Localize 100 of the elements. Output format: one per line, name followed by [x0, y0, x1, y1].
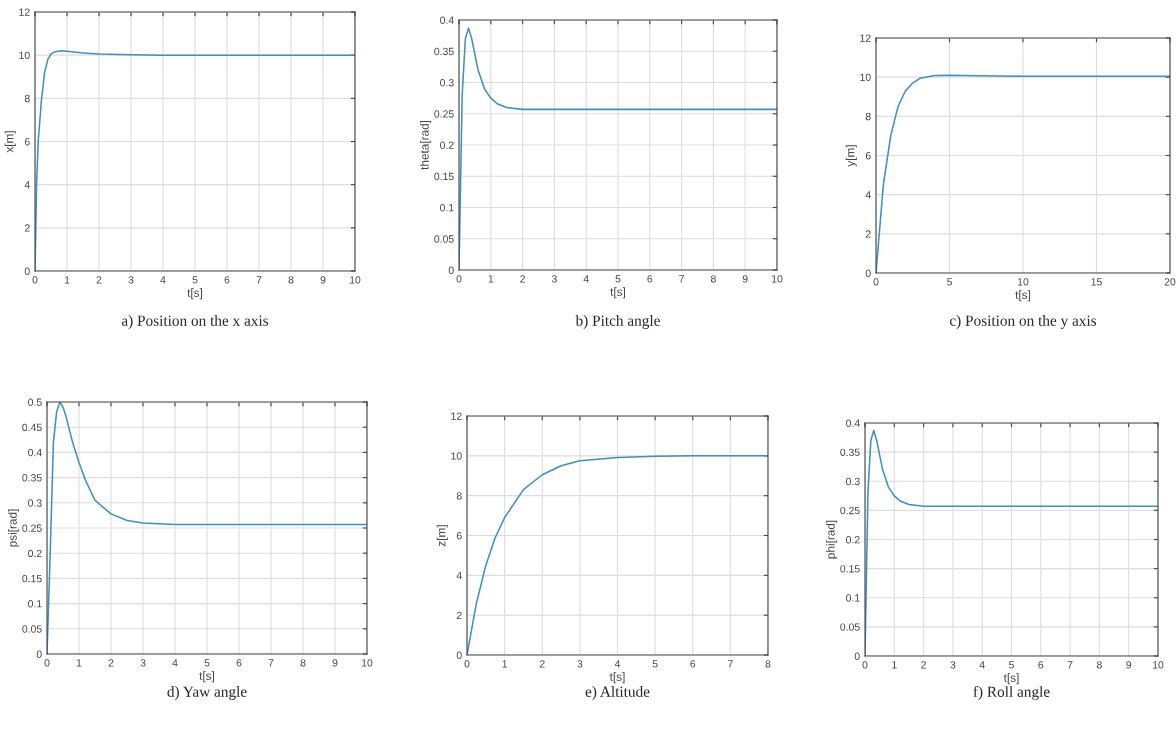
- y-tick-label: 10: [19, 51, 30, 60]
- y-tick-label: 0.1: [28, 600, 42, 608]
- y-tick-label: 0: [448, 266, 454, 274]
- y-tick-label: 2: [456, 611, 462, 619]
- x-tick-label: 6: [647, 275, 653, 283]
- y-tick-label: 6: [24, 138, 30, 146]
- x-tick-label: 1: [502, 660, 508, 668]
- x-axis-title: t[s]: [187, 288, 203, 300]
- x-axis-title: t[s]: [610, 287, 626, 299]
- x-tick-label: 0: [44, 659, 50, 667]
- x-tick-label: 8: [1096, 661, 1102, 669]
- x-tick-label: 15: [1091, 278, 1102, 286]
- y-axis-title: psi[rad]: [8, 509, 20, 547]
- text: c) Position on the y axis: [949, 315, 1097, 329]
- y-tick-label: 0.35: [840, 448, 860, 456]
- x-tick-label: 7: [728, 660, 733, 668]
- y-tick-label: 0: [865, 269, 871, 277]
- x-tick-label: 7: [1067, 661, 1073, 669]
- x-tick-label: 2: [520, 275, 525, 283]
- x-tick-label: 3: [577, 660, 583, 668]
- y-tick-label: 0.05: [840, 623, 860, 631]
- x-tick-label: 4: [583, 275, 589, 283]
- x-tick-label: 7: [256, 276, 262, 284]
- y-tick-label: 12: [19, 8, 30, 16]
- x-tick-label: 20: [1164, 278, 1176, 286]
- y-tick-label: 0: [24, 267, 30, 275]
- x-axis-title: t[s]: [1015, 290, 1031, 302]
- x-tick-label: 1: [76, 659, 82, 667]
- y-tick-label: 0.15: [22, 574, 42, 583]
- x-tick-label: 1: [892, 661, 897, 669]
- x-axis-title: t[s]: [1003, 673, 1019, 685]
- x-tick-label: 5: [652, 660, 658, 668]
- x-tick-label: 6: [236, 659, 242, 667]
- x-tick-label: 4: [979, 661, 985, 669]
- y-tick-label: 0.2: [28, 549, 42, 558]
- x-tick-label: 4: [614, 660, 621, 668]
- y-tick-label: 8: [456, 492, 462, 500]
- y-tick-label: 8: [865, 112, 871, 121]
- y-tick-label: 0.15: [840, 565, 860, 573]
- y-axis-title: x[m]: [4, 131, 16, 153]
- text: b) Pitch angle: [575, 315, 660, 329]
- x-tick-label: 5: [1009, 661, 1014, 669]
- y-tick-label: 0.2: [440, 141, 454, 149]
- text: f) Roll angle: [973, 685, 1050, 701]
- x-tick-label: 5: [204, 659, 210, 667]
- y-tick-label: 4: [24, 181, 30, 189]
- x-tick-label: 5: [947, 278, 952, 286]
- y-tick-label: 0.1: [846, 594, 860, 602]
- y-tick-label: 0.45: [22, 423, 42, 432]
- x-tick-label: 2: [108, 659, 114, 667]
- text: a) Position on the x axis: [121, 315, 269, 329]
- x-tick-label: 8: [300, 659, 306, 667]
- text: d) Yaw angle: [167, 686, 247, 700]
- y-tick-label: 0.5: [28, 398, 42, 406]
- y-tick-label: 2: [865, 230, 871, 238]
- x-tick-label: 10: [350, 276, 361, 284]
- y-tick-label: 6: [456, 532, 462, 540]
- x-tick-label: 7: [679, 275, 684, 283]
- y-axis-title: z[m]: [436, 525, 448, 547]
- y-axis-title: theta[rad]: [420, 120, 432, 170]
- y-tick-label: 0.2: [846, 536, 860, 544]
- x-tick-label: 1: [488, 275, 494, 283]
- x-tick-label: 5: [615, 275, 621, 283]
- text: e) Altitude: [585, 686, 650, 700]
- y-tick-label: 12: [451, 412, 462, 420]
- y-tick-label: 0.25: [434, 110, 454, 118]
- x-tick-label: 4: [160, 276, 166, 284]
- y-tick-label: 6: [865, 152, 871, 160]
- y-tick-label: 0: [456, 651, 462, 659]
- y-tick-label: 12: [860, 34, 871, 42]
- x-axis-title: t[s]: [199, 671, 215, 683]
- x-tick-label: 9: [332, 659, 338, 667]
- x-tick-label: 5: [192, 276, 198, 284]
- x-tick-label: 10: [772, 275, 783, 283]
- x-tick-label: 10: [1153, 661, 1164, 669]
- x-tick-label: 2: [96, 276, 102, 284]
- x-tick-label: 10: [362, 659, 373, 667]
- x-tick-label: 4: [172, 659, 178, 667]
- y-tick-label: 0.15: [434, 172, 454, 181]
- y-tick-label: 0.25: [22, 524, 42, 532]
- y-tick-label: 4: [456, 571, 462, 580]
- y-axis-title: y[m]: [845, 145, 857, 167]
- y-tick-label: 0: [36, 650, 42, 658]
- x-tick-label: 9: [1126, 661, 1132, 669]
- x-tick-label: 10: [1018, 278, 1029, 286]
- x-tick-label: 3: [128, 276, 134, 284]
- y-tick-label: 0.3: [28, 499, 42, 507]
- x-tick-label: 8: [710, 275, 716, 283]
- x-tick-label: 8: [765, 660, 771, 668]
- x-tick-label: 6: [224, 276, 230, 284]
- x-tick-label: 0: [873, 278, 879, 286]
- x-tick-label: 3: [950, 661, 956, 669]
- y-tick-label: 0.1: [440, 204, 454, 212]
- y-tick-label: 10: [860, 73, 871, 82]
- y-tick-label: 0.3: [440, 79, 454, 87]
- y-tick-label: 0.05: [434, 235, 454, 243]
- x-tick-label: 6: [690, 660, 696, 668]
- y-axis-title: phi[rad]: [826, 520, 838, 559]
- x-tick-label: 2: [539, 660, 545, 668]
- y-tick-label: 0.35: [22, 474, 42, 482]
